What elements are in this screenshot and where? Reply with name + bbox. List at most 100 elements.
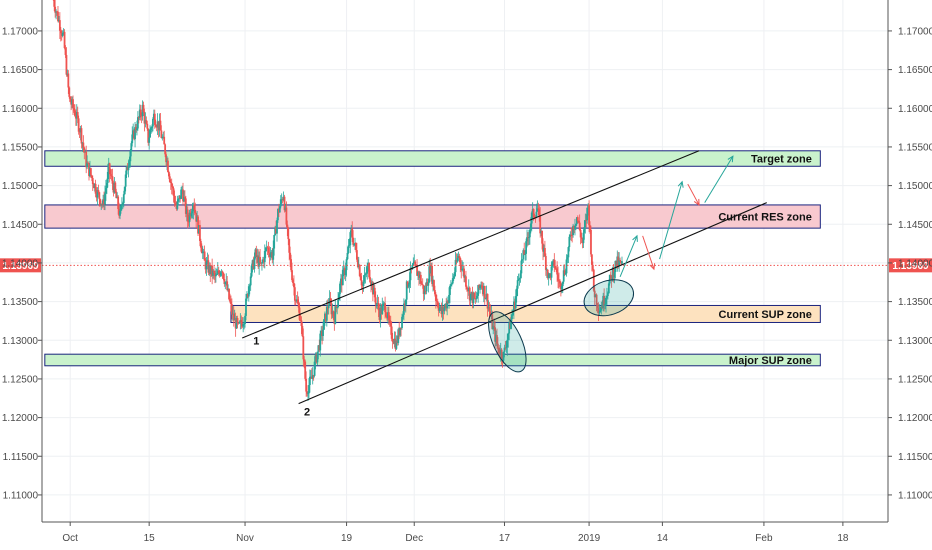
candle-body xyxy=(449,286,451,295)
candle-body xyxy=(419,274,422,284)
candle-body xyxy=(339,283,341,295)
y-tick-label-right: 1.17000 xyxy=(898,26,932,37)
candle-body xyxy=(68,87,71,97)
candle-body xyxy=(441,306,444,315)
candle-body xyxy=(387,312,389,319)
candle-body xyxy=(436,301,439,307)
candle-body xyxy=(130,143,133,152)
candle-body xyxy=(152,118,154,127)
candle-body xyxy=(230,301,232,305)
candle-body xyxy=(613,272,616,278)
projection-arrow-head xyxy=(649,263,656,271)
candle-body xyxy=(556,268,559,275)
candle-body xyxy=(596,304,599,309)
projection-arrow xyxy=(687,183,700,206)
candle-body xyxy=(606,296,608,298)
candle-body xyxy=(487,307,490,309)
candle-body xyxy=(124,174,127,187)
candle-body xyxy=(201,251,204,254)
candle-body xyxy=(610,275,613,281)
candle-body xyxy=(492,325,495,330)
candle-body xyxy=(269,253,272,257)
candle-body xyxy=(257,255,260,267)
candle-body xyxy=(111,176,114,184)
candle-body xyxy=(271,252,274,260)
candle-body xyxy=(462,268,465,270)
candle-body xyxy=(411,264,414,270)
candle-body xyxy=(219,272,222,276)
projection-arrow xyxy=(642,235,655,270)
candle-body xyxy=(363,275,366,282)
candle-body xyxy=(263,251,266,263)
candle-body xyxy=(582,232,585,244)
candle-body xyxy=(200,247,203,254)
candle-body xyxy=(272,248,275,260)
candle-body xyxy=(369,277,371,283)
y-tick-label-right: 1.13000 xyxy=(898,336,932,347)
candle-body xyxy=(191,211,194,214)
candle-body xyxy=(358,265,361,277)
candle-body xyxy=(495,335,497,342)
candle-body xyxy=(174,203,177,205)
candle-body xyxy=(88,162,90,176)
candle-body xyxy=(511,315,513,320)
candle-body xyxy=(95,193,98,198)
candle-body xyxy=(497,347,500,353)
candle-body xyxy=(290,259,292,271)
candle-body xyxy=(472,293,475,304)
candle-body xyxy=(490,314,493,316)
candle-body xyxy=(132,130,135,135)
candle-body xyxy=(559,283,562,290)
candle-body xyxy=(617,256,620,266)
candle-body xyxy=(336,307,339,308)
candle-body xyxy=(134,127,136,140)
candle-body xyxy=(284,207,287,211)
candle-body xyxy=(465,276,467,287)
candle-body xyxy=(407,284,410,287)
x-tick-label: Oct xyxy=(62,533,78,544)
candle-body xyxy=(429,266,432,274)
candle-body xyxy=(569,234,572,237)
candle-body xyxy=(239,319,242,323)
candle-body xyxy=(139,109,142,116)
zone-label: Current RES zone xyxy=(718,212,812,224)
candle-body xyxy=(503,347,506,352)
zone-label: Current SUP zone xyxy=(719,309,812,321)
candle-body xyxy=(153,113,156,125)
candle-body xyxy=(335,306,338,308)
candle-body xyxy=(351,228,354,238)
candle-body xyxy=(530,212,533,224)
candle-body xyxy=(98,192,101,200)
candle-body xyxy=(147,128,150,143)
candle-body xyxy=(406,281,409,287)
candle-body xyxy=(552,259,555,263)
candle-body xyxy=(162,136,165,138)
candle-body xyxy=(506,339,509,348)
candle-body xyxy=(536,208,539,212)
candle-body xyxy=(554,265,557,269)
candle-body xyxy=(334,306,337,324)
y-tick-label-right: 1.16000 xyxy=(898,104,932,115)
candle-body xyxy=(350,228,353,233)
candle-body xyxy=(587,204,590,208)
pivot-label: 2 xyxy=(304,406,310,418)
y-tick-label-left: 1.17000 xyxy=(2,26,39,37)
candle-body xyxy=(306,391,308,394)
candle-body xyxy=(253,257,256,269)
candle-body xyxy=(113,182,116,193)
candle-body xyxy=(437,306,440,311)
candle-body xyxy=(384,303,386,313)
candle-body xyxy=(229,299,231,302)
candle-body xyxy=(458,256,461,259)
candle-body xyxy=(353,243,355,245)
candle-body xyxy=(189,212,192,217)
candle-body xyxy=(196,216,198,222)
candle-body xyxy=(592,269,595,291)
candle-body xyxy=(385,312,387,317)
candle-body xyxy=(602,295,605,309)
candle-body xyxy=(171,186,174,189)
price-badge-right-text: 1.13969 xyxy=(892,261,929,272)
candle-body xyxy=(548,273,551,275)
candle-body xyxy=(376,302,379,304)
